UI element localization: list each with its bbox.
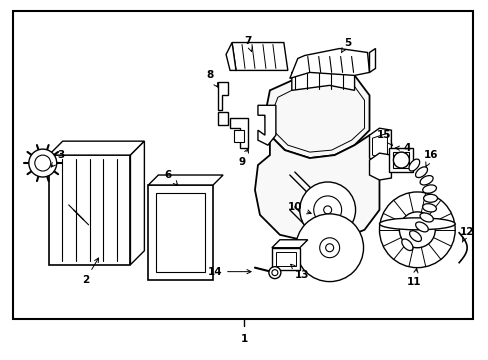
Ellipse shape (419, 213, 432, 222)
Circle shape (323, 206, 331, 214)
Ellipse shape (423, 194, 437, 202)
Text: 6: 6 (164, 170, 177, 185)
Ellipse shape (401, 239, 412, 251)
Polygon shape (148, 175, 223, 185)
Polygon shape (369, 49, 375, 72)
Polygon shape (49, 141, 144, 155)
Polygon shape (369, 128, 390, 165)
Text: 13: 13 (290, 264, 308, 280)
Circle shape (271, 270, 277, 276)
Polygon shape (271, 240, 307, 248)
Text: 9: 9 (238, 149, 248, 167)
Polygon shape (271, 248, 299, 270)
Ellipse shape (415, 222, 427, 232)
Circle shape (313, 196, 341, 224)
Text: 8: 8 (206, 71, 218, 87)
Polygon shape (393, 152, 408, 168)
Ellipse shape (422, 185, 436, 193)
Text: 14: 14 (207, 267, 250, 276)
Text: 5: 5 (341, 37, 350, 53)
Circle shape (379, 192, 454, 268)
Ellipse shape (415, 167, 427, 177)
Ellipse shape (408, 159, 419, 171)
Polygon shape (49, 155, 130, 265)
Polygon shape (264, 72, 369, 158)
Text: 10: 10 (287, 202, 310, 214)
Polygon shape (229, 118, 247, 148)
Circle shape (399, 212, 434, 248)
Circle shape (35, 155, 51, 171)
Ellipse shape (379, 218, 454, 230)
Bar (13, 11, 472, 319)
Polygon shape (148, 185, 213, 280)
Polygon shape (369, 153, 390, 180)
Circle shape (319, 238, 339, 258)
Polygon shape (289, 49, 369, 78)
Ellipse shape (409, 231, 421, 242)
Text: 16: 16 (423, 150, 438, 167)
Text: 4: 4 (394, 143, 410, 153)
Text: 7: 7 (244, 36, 252, 51)
Polygon shape (225, 42, 236, 71)
Circle shape (29, 149, 57, 177)
Text: 12: 12 (459, 227, 473, 242)
Text: 11: 11 (406, 269, 421, 287)
Text: 2: 2 (82, 258, 99, 285)
Text: 1: 1 (240, 334, 247, 345)
Polygon shape (291, 66, 354, 90)
Circle shape (295, 214, 363, 282)
Circle shape (268, 267, 280, 279)
Polygon shape (275, 252, 295, 266)
Polygon shape (258, 105, 275, 145)
Text: 15: 15 (376, 130, 391, 145)
Polygon shape (218, 82, 227, 110)
Polygon shape (388, 148, 412, 172)
Polygon shape (232, 42, 287, 71)
Polygon shape (156, 193, 205, 272)
Ellipse shape (422, 204, 435, 212)
Circle shape (325, 244, 333, 252)
Polygon shape (234, 130, 244, 142)
Polygon shape (372, 133, 386, 160)
Circle shape (393, 152, 408, 168)
Polygon shape (254, 135, 379, 242)
Polygon shape (218, 112, 227, 125)
Circle shape (299, 182, 355, 238)
Polygon shape (130, 141, 144, 265)
Ellipse shape (419, 176, 432, 185)
Text: 3: 3 (51, 150, 64, 167)
